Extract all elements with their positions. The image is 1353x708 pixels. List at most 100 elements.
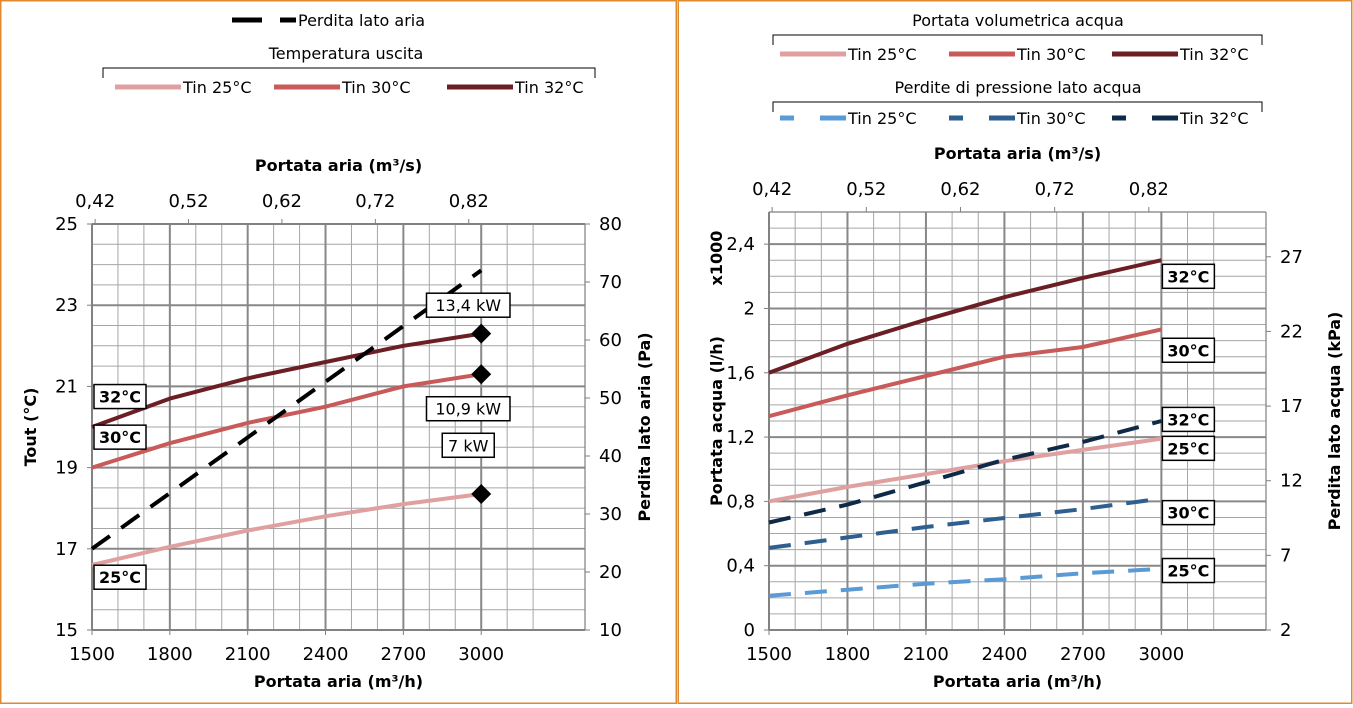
chart2-legend-entry: Tin 32°C xyxy=(1179,45,1248,64)
chart1-y-left-tick-label: 17 xyxy=(55,539,78,560)
chart2-line-label-box xyxy=(1161,499,1216,526)
chart2-y-right-tick-label: 2 xyxy=(1280,620,1291,641)
chart1-line-label-box xyxy=(93,564,147,590)
chart2-series-line xyxy=(768,496,1162,550)
chart2-y-left-tick-label: 0,8 xyxy=(726,491,755,512)
chart2-line-label: 30°C xyxy=(1167,341,1209,360)
chart2-top-axis-label: Portata aria (m³/s) xyxy=(934,144,1101,163)
chart2-legend-entry: Tin 30°C xyxy=(1016,45,1085,64)
chart2-legend-entry: Tin 30°C xyxy=(1016,109,1085,128)
chart2-y-right-tick-label: 12 xyxy=(1280,471,1303,492)
chart2-group: 1500 1800 2100 2400 2700 3000 Portata aria (m³… xyxy=(707,144,1344,691)
chart1-annotation: 13,4 kW xyxy=(435,296,501,315)
chart1-y-right-tick-label: 80 xyxy=(599,214,622,235)
chart1-data-marker xyxy=(471,364,492,385)
chart1-y-right-tick-label: 70 xyxy=(599,272,622,293)
chart2-line-label: 25°C xyxy=(1167,439,1209,458)
chart2-y-left-tick-label: 1,6 xyxy=(726,363,755,384)
chart1-legend-entry: Tin 30°C xyxy=(341,78,410,97)
chart2-y-left-tick-label: 2,4 xyxy=(726,234,755,255)
chart1-y-right-tick-label: 30 xyxy=(599,504,622,525)
chart1-y-left-tick-label: 15 xyxy=(55,620,78,641)
chart2-line-label: 25°C xyxy=(1167,562,1209,581)
chart2-y-left-multiplier: x1000 xyxy=(707,231,726,286)
chart1-top-tick-label: 0,82 xyxy=(449,191,489,212)
chart1-y-left-tick-label: 21 xyxy=(55,376,78,397)
chart2-legend-bracket xyxy=(772,101,1263,112)
chart2-line-label-box xyxy=(1161,406,1216,433)
chart1-legend-entry: Tin 25°C xyxy=(182,78,251,97)
chart2-series-line xyxy=(768,566,1162,598)
chart1-y-right-tick-label: 60 xyxy=(599,330,622,351)
chart2-line-label: 30°C xyxy=(1167,504,1209,523)
chart1-legend-group-title: Temperatura uscita xyxy=(268,44,424,63)
chart2-legend-group-title: Perdite di pressione lato acqua xyxy=(894,78,1141,97)
chart2-legend-bracket xyxy=(772,34,1263,45)
chart2-top-tick-label: 0,42 xyxy=(752,179,792,200)
chart1-line-label: 25°C xyxy=(99,568,141,587)
chart1-legend-bracket xyxy=(102,67,596,78)
chart2-line-label-box xyxy=(1161,337,1216,364)
chart2-legend-entry: Tin 25°C xyxy=(847,45,916,64)
chart2-legend: Portata volumetrica acqua Tin 25°C Tin 30°… xyxy=(772,11,1263,128)
chart2-legend-entry: Tin 25°C xyxy=(847,109,916,128)
chart2-y-left-axis-label: Portata acqua (l/h) xyxy=(707,336,726,506)
chart2-line-label-box xyxy=(1161,263,1216,290)
chart2-legend-group-title: Portata volumetrica acqua xyxy=(912,11,1124,30)
chart2-x-axis-label: Portata aria (m³/h) xyxy=(933,672,1102,691)
chart1-annotation-box xyxy=(441,432,495,459)
chart1-annotation-box xyxy=(425,395,511,422)
chart1-y-right-tick-label: 50 xyxy=(599,388,622,409)
chart1-legend-entry: Tin 32°C xyxy=(514,78,583,97)
chart1-data-marker xyxy=(471,483,492,504)
chart2-x-tick-label: 1800 xyxy=(825,644,871,665)
chart2-line-label-box xyxy=(1161,557,1216,584)
left-panel-border xyxy=(0,0,677,704)
chart2-series-line xyxy=(768,419,1162,525)
chart2-series-line xyxy=(768,258,1162,375)
chart1-y-right-tick-label: 20 xyxy=(599,562,622,583)
chart1-top-tick-label: 0,52 xyxy=(168,191,208,212)
chart1-x-tick-label: 1800 xyxy=(147,644,193,665)
chart2-top-tick-label: 0,62 xyxy=(940,179,980,200)
chart1-line-label-box xyxy=(93,424,147,450)
chart1-x-tick-label: 3000 xyxy=(458,644,504,665)
chart2-x-tick-label: 3000 xyxy=(1138,644,1184,665)
chart1-y-left-tick-label: 19 xyxy=(55,458,78,479)
chart1-y-right-tick-label: 10 xyxy=(599,620,622,641)
chart1-series-line xyxy=(90,268,483,551)
chart1-y-left-tick-label: 25 xyxy=(55,214,78,235)
chart2-line-label-box xyxy=(1161,435,1216,462)
chart1-x-tick-label: 2400 xyxy=(303,644,349,665)
chart2-y-left-tick-label: 0,4 xyxy=(726,556,755,577)
chart1-top-tick-label: 0,62 xyxy=(262,191,302,212)
chart1-y-right-tick-label: 40 xyxy=(599,446,622,467)
chart1-annotation: 7 kW xyxy=(448,436,489,455)
chart2-line-label: 32°C xyxy=(1167,410,1209,429)
chart2-y-left-tick-label: 1,2 xyxy=(726,427,755,448)
chart2-y-right-tick-label: 7 xyxy=(1280,545,1291,566)
chart1-series-line xyxy=(91,492,482,567)
chart2-line-label: 32°C xyxy=(1167,267,1209,286)
chart2-legend-entry: Tin 32°C xyxy=(1179,109,1248,128)
chart1-y-left-axis-label: Tout (°C) xyxy=(21,388,40,467)
chart2-y-left-tick-label: 0 xyxy=(744,620,755,641)
chart1-series-line xyxy=(91,372,482,470)
chart2-series-line xyxy=(768,436,1162,504)
chart2-y-left-tick-label: 2 xyxy=(744,298,755,319)
chart2-series-line xyxy=(768,327,1162,419)
chart1-data-marker xyxy=(471,323,492,344)
chart1-x-axis-label: Portata aria (m³/h) xyxy=(254,672,423,691)
chart1-legend: Perdita lato aria Temperatura uscita Tin 2… xyxy=(102,11,596,97)
chart1-line-label-box xyxy=(93,383,147,410)
chart2-y-right-tick-label: 17 xyxy=(1280,396,1303,417)
chart2-x-tick-label: 1500 xyxy=(746,644,792,665)
chart2-top-tick-label: 0,52 xyxy=(846,179,886,200)
chart1-x-tick-label: 2700 xyxy=(380,644,426,665)
chart1-group: 1500 1800 2100 2400 2700 3000 Portata aria (m³… xyxy=(21,156,654,691)
chart2-x-tick-label: 2700 xyxy=(1060,644,1106,665)
chart1-top-axis-label: Portata aria (m³/s) xyxy=(255,156,422,175)
chart1-top-tick-label: 0,42 xyxy=(75,191,115,212)
